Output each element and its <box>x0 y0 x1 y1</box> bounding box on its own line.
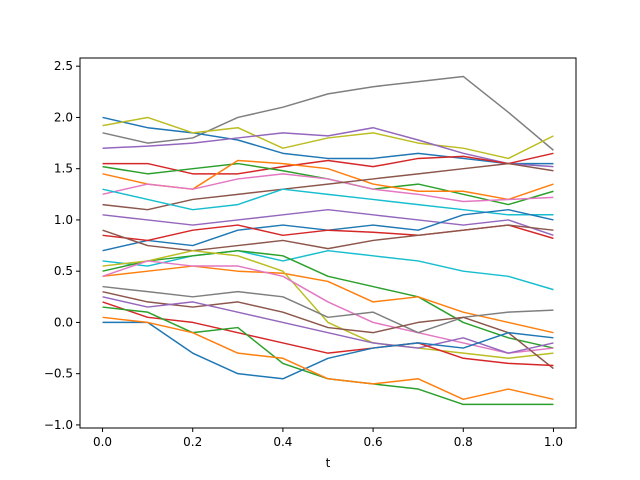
series-line-18 <box>102 249 554 360</box>
series-line-20 <box>102 285 554 334</box>
series-line-2 <box>102 116 554 165</box>
y-axis: −1.0 −0.5 0.0 0.5 1.0 1.5 2.0 2.5 <box>44 59 80 432</box>
y-tick-label: 1.0 <box>54 213 73 227</box>
series-line-16 <box>102 249 554 349</box>
series-line-21 <box>102 290 554 370</box>
series-line-14 <box>102 224 554 252</box>
series-line-15 <box>102 249 554 291</box>
series-line-1 <box>102 75 554 151</box>
series-line-26 <box>102 316 554 401</box>
series-layer <box>102 75 554 406</box>
series-line-3 <box>102 116 554 160</box>
x-axis-label: t <box>326 456 331 470</box>
y-tick-label: 2.0 <box>54 110 73 124</box>
x-tick-label: 1.0 <box>544 435 563 449</box>
x-tick-label: 0.6 <box>364 435 383 449</box>
series-line-19 <box>102 260 554 354</box>
y-tick-label: 0.0 <box>54 315 73 329</box>
y-tick-label: 1.5 <box>54 162 73 176</box>
x-tick-label: 0.0 <box>93 435 112 449</box>
series-line-9 <box>102 162 554 211</box>
y-tick-label: −0.5 <box>44 367 73 381</box>
x-tick-label: 0.2 <box>183 435 202 449</box>
x-axis: 0.0 0.2 0.4 0.6 0.8 1.0 <box>93 428 563 449</box>
y-tick-label: −1.0 <box>44 418 73 432</box>
series-line-25 <box>102 321 554 380</box>
x-tick-label: 0.8 <box>454 435 473 449</box>
series-line-11 <box>102 208 554 237</box>
series-line-4 <box>102 126 554 168</box>
plot-area-frame <box>79 57 577 429</box>
series-line-10 <box>102 188 554 216</box>
series-line-8 <box>102 173 554 203</box>
series-line-23 <box>102 301 554 367</box>
y-tick-label: 0.5 <box>54 264 73 278</box>
x-tick-label: 0.4 <box>273 435 292 449</box>
y-tick-label: 2.5 <box>54 59 73 73</box>
